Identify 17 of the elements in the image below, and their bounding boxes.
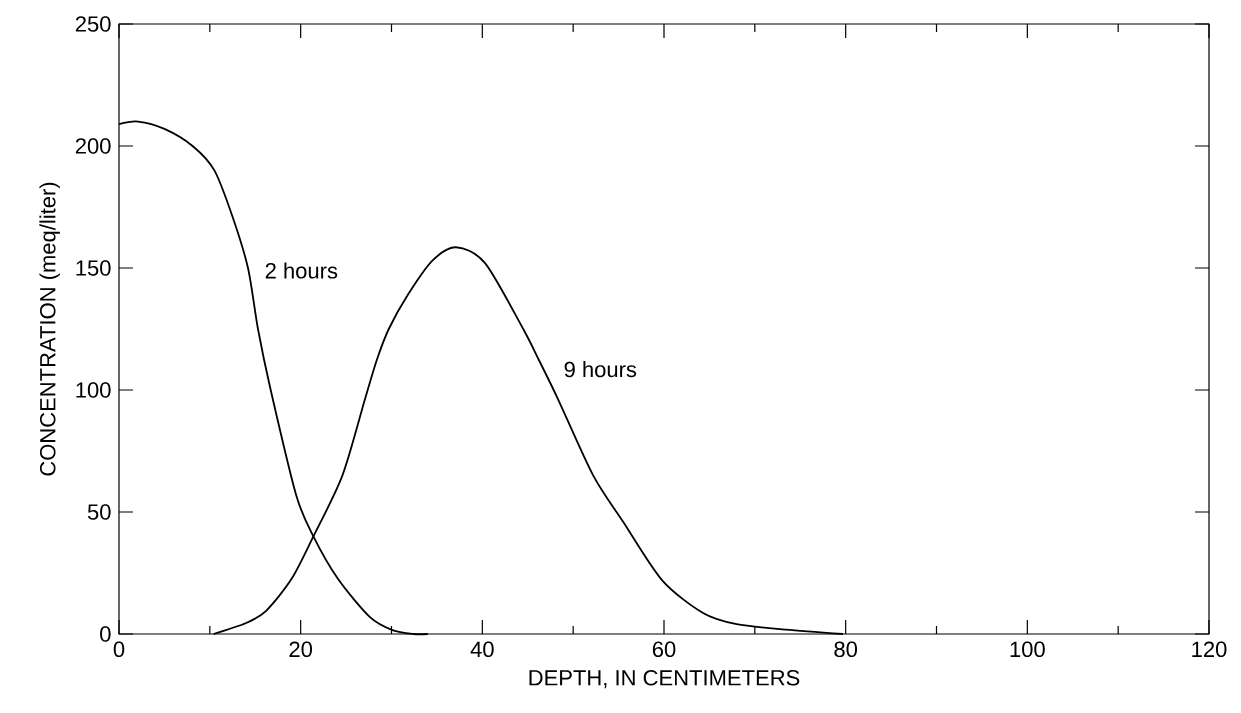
x-tick-label: 60 [652,641,676,658]
x-tick-label: 100 [1010,641,1045,658]
y-tick-label: 0 [100,626,111,642]
y-tick-label: 200 [75,138,111,154]
y-tick-label: 250 [75,16,111,32]
y-axis-title: CONCENTRATION (meq/liter) [39,182,60,476]
x-tick-label: 20 [289,641,313,658]
y-tick-label: 150 [76,260,111,276]
x-tick-label: 40 [470,641,494,658]
x-tick-label: 80 [834,641,858,658]
y-tick-label: 100 [76,382,111,398]
series-label: 2 hours [265,262,338,279]
y-tick-label: 50 [87,504,111,520]
x-tick-label: 0 [113,641,125,658]
x-axis-title: DEPTH, IN CENTIMETERS [529,669,800,689]
x-tick-label: 120 [1192,641,1227,658]
series-label: 9 hours [564,361,637,378]
